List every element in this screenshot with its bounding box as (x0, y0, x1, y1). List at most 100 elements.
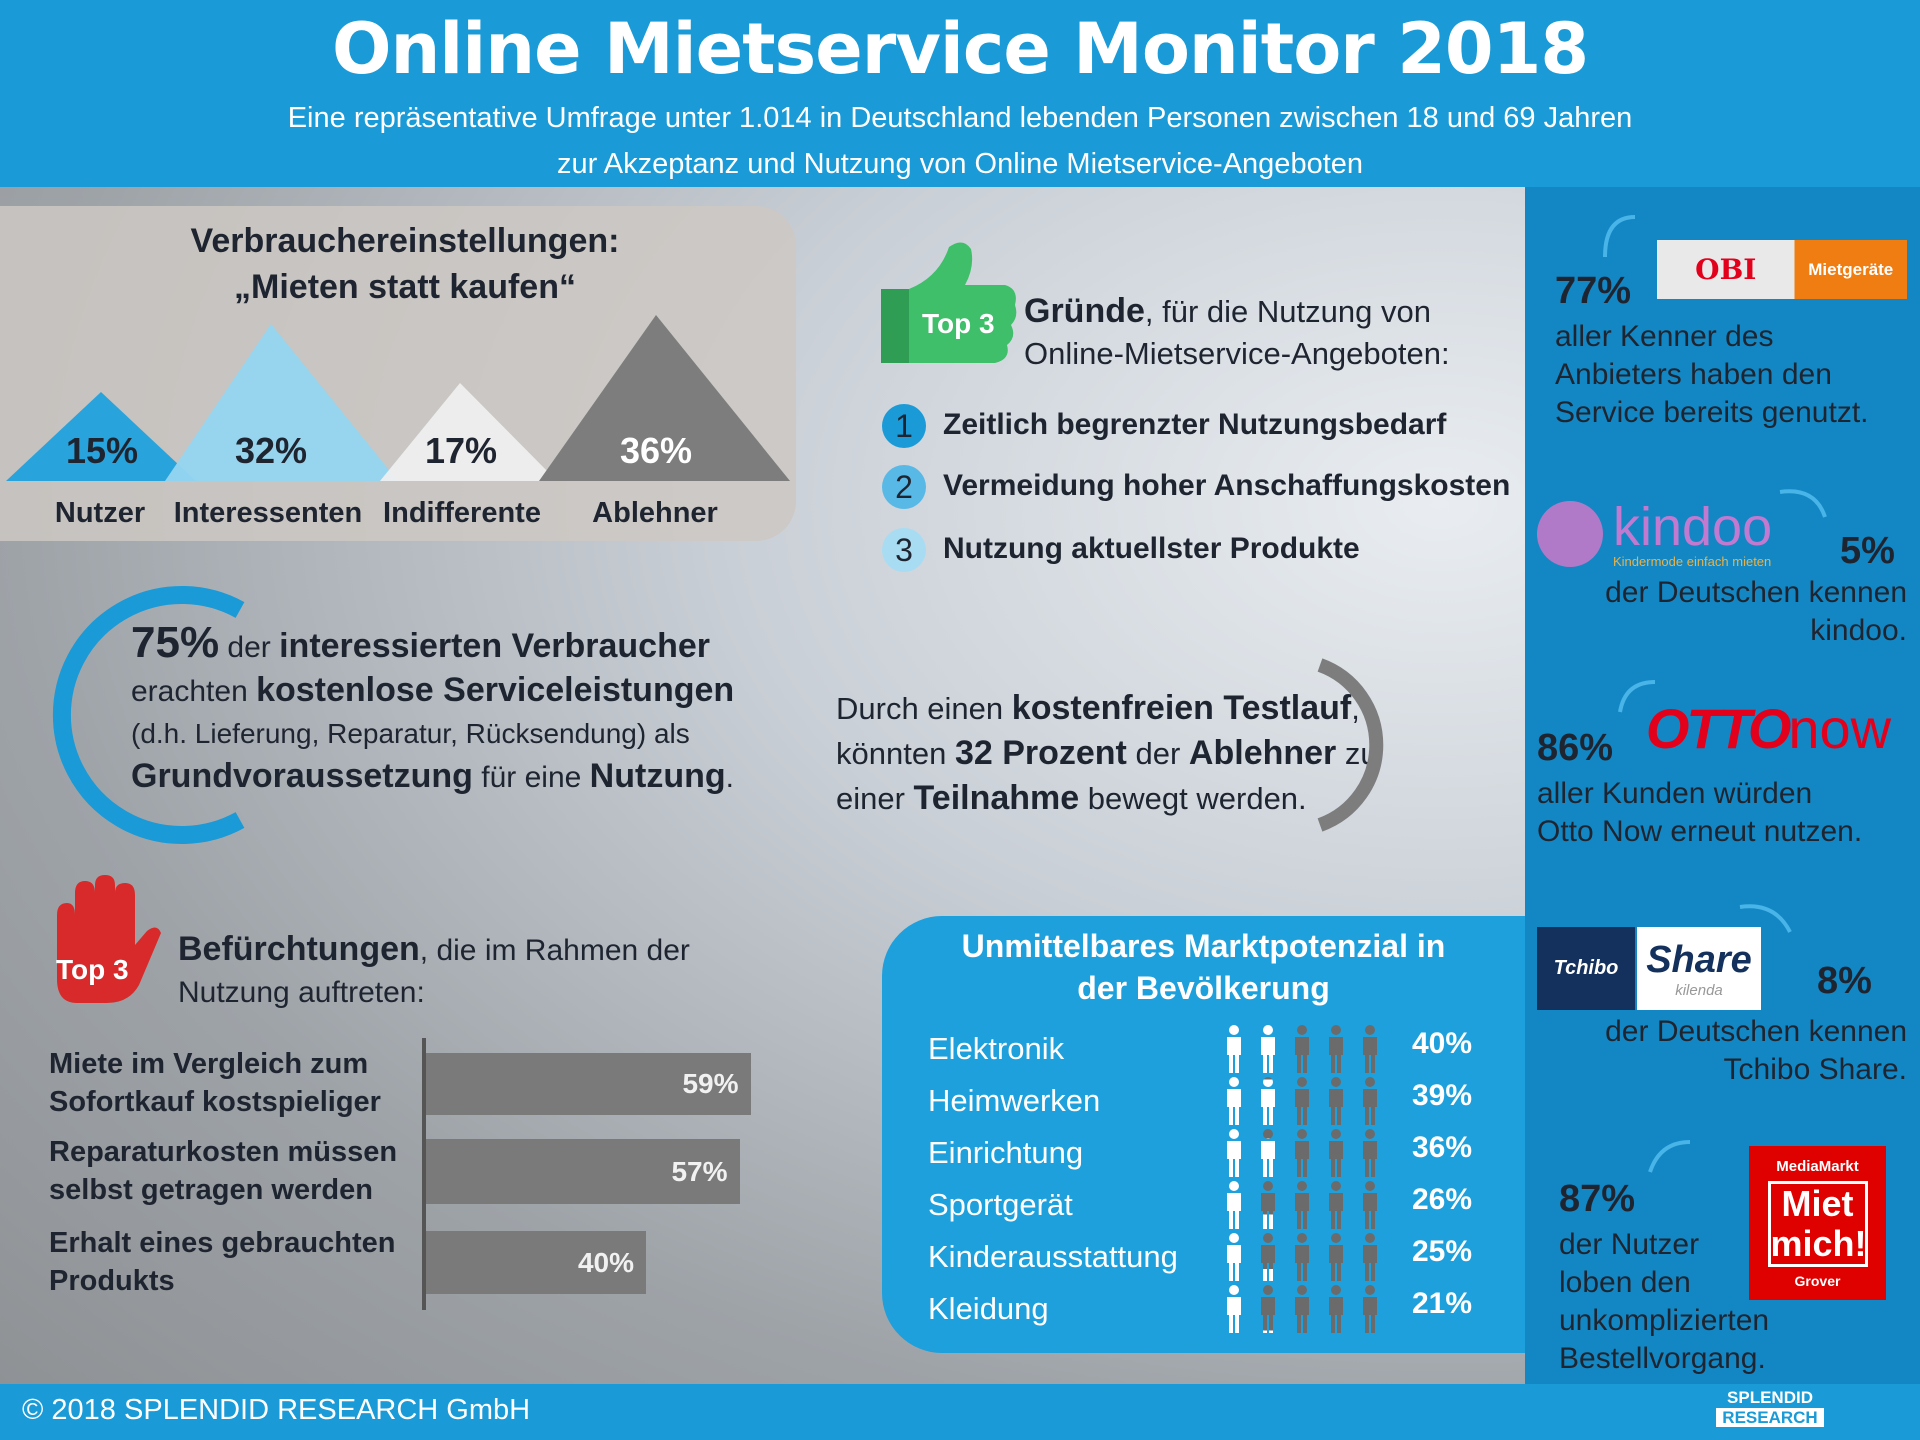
person-icon-row (1227, 1181, 1377, 1229)
market-row-label: Sportgerät (928, 1187, 1073, 1222)
person-icon (1295, 1025, 1309, 1073)
mediamarkt-text: der Nutzer loben den unkomplizierten Bestel… (1559, 1228, 1770, 1375)
kindoo-logo: kindoo Kindermode einfach mieten (1537, 496, 1807, 572)
market-row-label: Kleidung (928, 1291, 1049, 1326)
reason-number-2: 2 (882, 465, 926, 509)
market-row-pct: 40% (1412, 1027, 1473, 1060)
person-icon (1227, 1181, 1241, 1229)
arrow-decorations (1603, 215, 1827, 1173)
market-row-pct: 26% (1412, 1183, 1473, 1216)
person-icon-row (1227, 1025, 1377, 1073)
person-icon (1363, 1129, 1377, 1177)
person-icon (1227, 1077, 1241, 1125)
triangle-ablehner (539, 315, 790, 481)
person-icon (1295, 1181, 1309, 1229)
concern-label-3: Erhalt eines gebrauchten Produkts (49, 1227, 396, 1297)
person-icon (1363, 1077, 1377, 1125)
person-icon (1295, 1077, 1309, 1125)
concerns-heading: Befürchtungen, die im Rahmen der Nutzung … (178, 930, 690, 1009)
person-icon (1261, 1285, 1275, 1333)
market-row-pct: 21% (1412, 1287, 1473, 1320)
attitudes-triangles (6, 315, 790, 481)
pct-nutzer: 15% (65, 430, 139, 471)
market-title-1: Unmittelbares Marktpotenzial in (961, 928, 1446, 964)
reasons-badge: Top 3 (922, 308, 995, 339)
person-icon (1329, 1181, 1343, 1229)
label-indifferente: Indifferente (383, 497, 541, 529)
otto-now-logo: OTTO now (1645, 696, 1892, 760)
tchibo-pct: 8% (1817, 960, 1872, 1002)
concern-bar-2: 57% (426, 1139, 740, 1204)
person-icon (1295, 1233, 1309, 1281)
triangle-indifferente (380, 383, 557, 481)
copyright: © 2018 SPLENDID RESEARCH GmbH (22, 1394, 531, 1426)
concern-label-1: Miete im Vergleich zum Sofortkauf kostspi… (49, 1048, 381, 1118)
reason-3: Nutzung aktuellster Produkte (943, 532, 1360, 565)
reason-2: Vermeidung hoher Anschaffungskosten (943, 469, 1511, 502)
person-icon-row (1227, 1129, 1377, 1177)
person-icon (1329, 1025, 1343, 1073)
triangle-interessenten (165, 324, 398, 481)
thumbs-up-icon (881, 242, 1017, 363)
mediamarkt-pct: 87% (1559, 1178, 1636, 1220)
splendid-research-logo: SPLENDID RESEARCH (1708, 1388, 1832, 1428)
person-icon (1261, 1025, 1275, 1073)
concern-label-2: Reparaturkosten müssen selbst getragen we… (49, 1136, 398, 1206)
tchibo-logo: Tchibo (1537, 927, 1635, 1010)
market-row-label: Heimwerken (928, 1083, 1101, 1118)
market-row-label: Kinderausstattung (928, 1239, 1178, 1274)
otto-text: aller Kunden würden Otto Now erneut nutze… (1537, 777, 1863, 848)
person-icon (1261, 1181, 1275, 1229)
kindoo-text: der Deutschen kennen kindoo. (1605, 576, 1907, 647)
person-icon-row (1227, 1233, 1377, 1281)
market-row-pct: 36% (1412, 1131, 1473, 1164)
label-interessenten: Interessenten (173, 497, 363, 529)
person-icon (1363, 1285, 1377, 1333)
reason-1: Zeitlich begrenzter Nutzungsbedarf (943, 408, 1447, 441)
person-icon (1261, 1233, 1275, 1281)
otto-pct: 86% (1537, 727, 1614, 769)
person-icon (1227, 1285, 1241, 1333)
person-icon (1227, 1129, 1241, 1177)
person-icon (1363, 1025, 1377, 1073)
label-nutzer: Nutzer (54, 497, 146, 529)
market-row-label: Einrichtung (928, 1135, 1084, 1170)
bar-axis (422, 1038, 426, 1310)
market-row-pct: 39% (1412, 1079, 1473, 1112)
mediamarkt-miet-mich-logo: MediaMarkt Miet mich! Grover (1749, 1146, 1886, 1300)
arc-decoration-gray (1317, 658, 1384, 832)
person-icon (1363, 1233, 1377, 1281)
tchibo-text: der Deutschen kennen Tchibo Share. (1605, 1015, 1907, 1086)
subtitle-line-1: Eine repräsentative Umfrage unter 1.014 … (287, 102, 1633, 134)
footer: © 2018 SPLENDID RESEARCH GmbH SPLENDID RE… (0, 1384, 1920, 1440)
stop-hand-icon (57, 875, 161, 1003)
market-potential-panel: Unmittelbares Marktpotenzial in der Bevö… (882, 916, 1525, 1353)
service-pct: 75% (131, 618, 220, 667)
person-icon (1329, 1077, 1343, 1125)
reasons-heading: Gründe, für die Nutzung von Online-Mietse… (1024, 292, 1450, 371)
reason-number-3: 3 (882, 528, 926, 572)
person-icon-row (1227, 1285, 1377, 1333)
person-icon (1227, 1233, 1241, 1281)
person-icon (1295, 1285, 1309, 1333)
concern-bar-1: 59% (426, 1053, 751, 1115)
header: Online Mietservice Monitor 2018 Eine rep… (0, 0, 1920, 187)
market-row-pct: 25% (1412, 1235, 1473, 1268)
person-icon (1261, 1129, 1275, 1177)
person-icon (1329, 1129, 1343, 1177)
person-icon (1261, 1077, 1275, 1125)
service-statement: 75% der interessierten Verbraucher erach… (131, 618, 735, 796)
attitudes-title-2: „Mieten statt kaufen“ (234, 268, 576, 306)
market-row-label: Elektronik (928, 1031, 1065, 1066)
arc-decoration (52, 586, 245, 844)
triangle-nutzer (6, 392, 196, 481)
market-title-2: der Bevölkerung (1077, 970, 1330, 1006)
person-icon (1329, 1233, 1343, 1281)
pct-indifferente: 17% (424, 430, 498, 471)
subtitle-line-2: zur Akzeptanz und Nutzung von Online Mie… (556, 148, 1364, 180)
obi-pct: 77% (1555, 270, 1632, 312)
label-ablehner: Ablehner (592, 497, 718, 529)
pct-interessenten: 32% (234, 430, 308, 471)
kindoo-pct: 5% (1840, 530, 1895, 572)
obi-text: aller Kenner des Anbieters haben den Servi… (1555, 320, 1869, 429)
